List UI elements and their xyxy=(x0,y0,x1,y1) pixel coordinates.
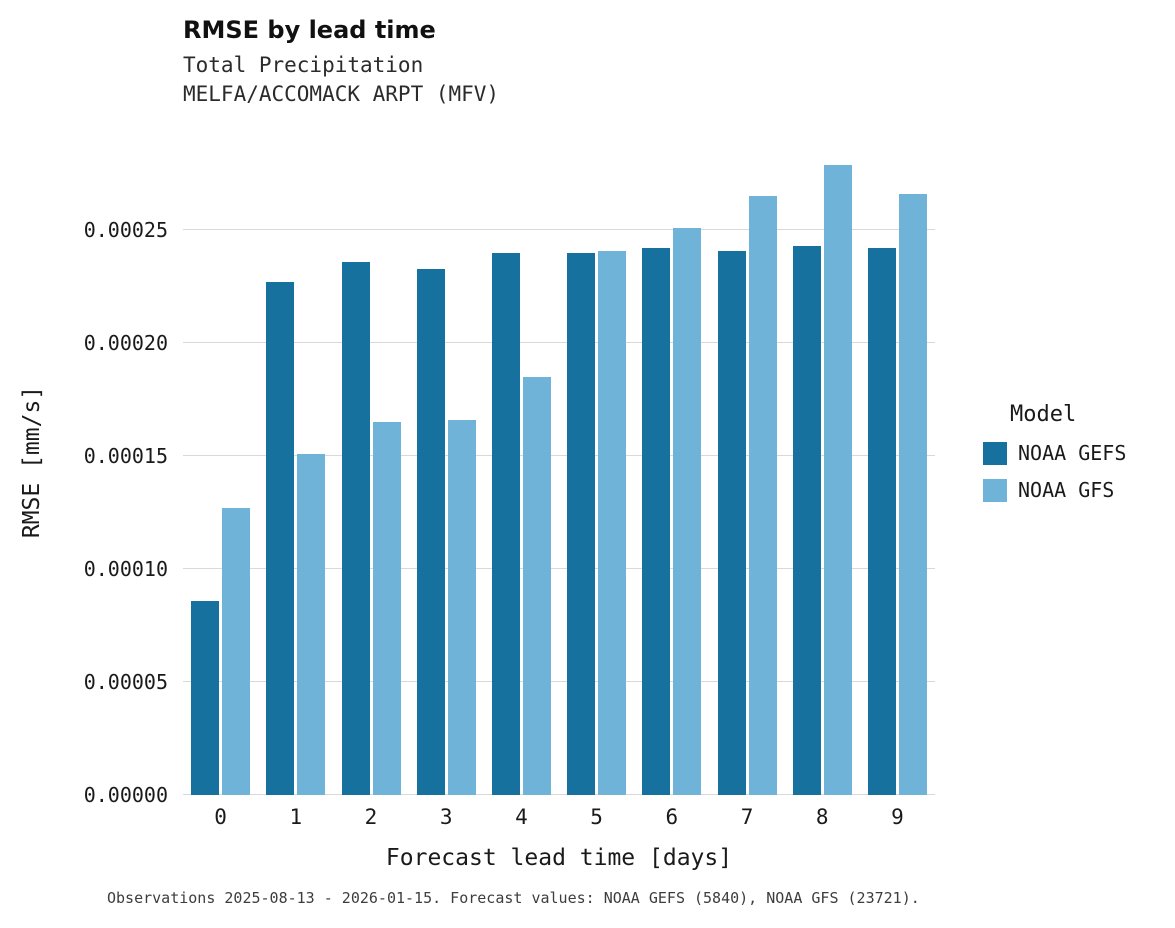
legend-label: NOAA GFS xyxy=(1018,478,1115,502)
bar-noaa-gfs xyxy=(598,250,627,795)
bar-noaa-gefs xyxy=(341,261,370,795)
x-tick-label: 1 xyxy=(289,805,303,829)
bar-noaa-gefs xyxy=(867,248,896,795)
gridline xyxy=(183,794,935,795)
x-tick-label: 0 xyxy=(214,805,227,829)
bar-group-day-7 xyxy=(709,140,784,795)
x-tick-label: 5 xyxy=(590,805,603,829)
caption: Observations 2025-08-13 - 2026-01-15. Fo… xyxy=(107,889,920,907)
gridline xyxy=(183,342,935,344)
legend-items: NOAA GEFS NOAA GFS xyxy=(983,441,1126,502)
chart-subtitle-variable: Total Precipitation xyxy=(183,53,424,77)
bar-noaa-gfs xyxy=(222,508,251,795)
bar-group-day-9 xyxy=(860,140,935,795)
y-tick-label: 0.00025 xyxy=(83,218,168,243)
legend-title: Model xyxy=(1010,402,1077,427)
bar-noaa-gefs xyxy=(717,250,746,795)
bar-noaa-gefs xyxy=(191,600,220,795)
x-tick-label: 6 xyxy=(665,805,679,829)
plot-area xyxy=(183,140,935,795)
legend-item-noaa-gfs: NOAA GFS xyxy=(983,478,1126,502)
bar-noaa-gfs xyxy=(673,228,702,795)
gridline xyxy=(183,681,935,683)
x-tick-label: 2 xyxy=(364,805,378,829)
legend-swatch xyxy=(983,441,1007,465)
bar-group-day-6 xyxy=(634,140,709,795)
bar-group-day-5 xyxy=(559,140,634,795)
y-tick-label: 0.00010 xyxy=(83,557,168,582)
bar-noaa-gfs xyxy=(522,377,551,795)
bar-group-day-1 xyxy=(258,140,333,795)
bar-group-day-0 xyxy=(183,140,258,795)
y-axis-tick-labels: 0.00000 0.00005 0.00010 0.00015 0.00020 0.000… xyxy=(0,140,168,805)
gridline xyxy=(183,455,935,457)
bar-noaa-gefs xyxy=(567,252,596,795)
x-tick-label: 8 xyxy=(815,805,829,829)
bar-noaa-gfs xyxy=(898,194,927,795)
legend-label: NOAA GEFS xyxy=(1018,441,1127,465)
bar-noaa-gefs xyxy=(792,246,821,795)
chart-subtitle-station: MELFA/ACCOMACK ARPT (MFV) xyxy=(183,82,500,106)
y-tick-label: 0.00015 xyxy=(83,444,168,469)
y-tick-label: 0.00000 xyxy=(83,783,168,807)
bar-noaa-gfs xyxy=(823,164,852,795)
bar-noaa-gefs xyxy=(491,252,520,795)
bar-noaa-gefs xyxy=(266,282,295,795)
y-tick-label: 0.00020 xyxy=(83,331,168,356)
bar-group-day-2 xyxy=(333,140,408,795)
bar-group-day-4 xyxy=(484,140,559,795)
gridline xyxy=(183,568,935,570)
y-tick-label: 0.00005 xyxy=(83,670,168,695)
x-tick-label: 4 xyxy=(515,805,528,829)
x-tick-label: 7 xyxy=(740,805,754,829)
x-axis-tick-labels: 0 1 2 3 4 5 6 7 8 9 xyxy=(183,805,935,833)
legend: Model NOAA GEFS NOAA GFS xyxy=(983,402,1126,515)
legend-swatch xyxy=(983,478,1007,502)
bar-noaa-gefs xyxy=(416,268,445,795)
bar-group-day-8 xyxy=(785,140,860,795)
bar-noaa-gfs xyxy=(748,196,777,795)
bar-noaa-gfs xyxy=(447,420,476,795)
legend-item-noaa-gefs: NOAA GEFS xyxy=(983,441,1126,465)
chart-title: RMSE by lead time xyxy=(183,16,436,44)
bar-noaa-gfs xyxy=(372,422,401,795)
x-axis-label: Forecast lead time [days] xyxy=(385,845,733,871)
gridline xyxy=(183,229,935,231)
x-tick-label: 9 xyxy=(891,805,904,829)
x-tick-label: 3 xyxy=(439,805,453,829)
bar-group-day-3 xyxy=(409,140,484,795)
bars-layer xyxy=(183,140,935,795)
bar-noaa-gefs xyxy=(642,248,671,795)
bar-noaa-gfs xyxy=(297,453,326,795)
